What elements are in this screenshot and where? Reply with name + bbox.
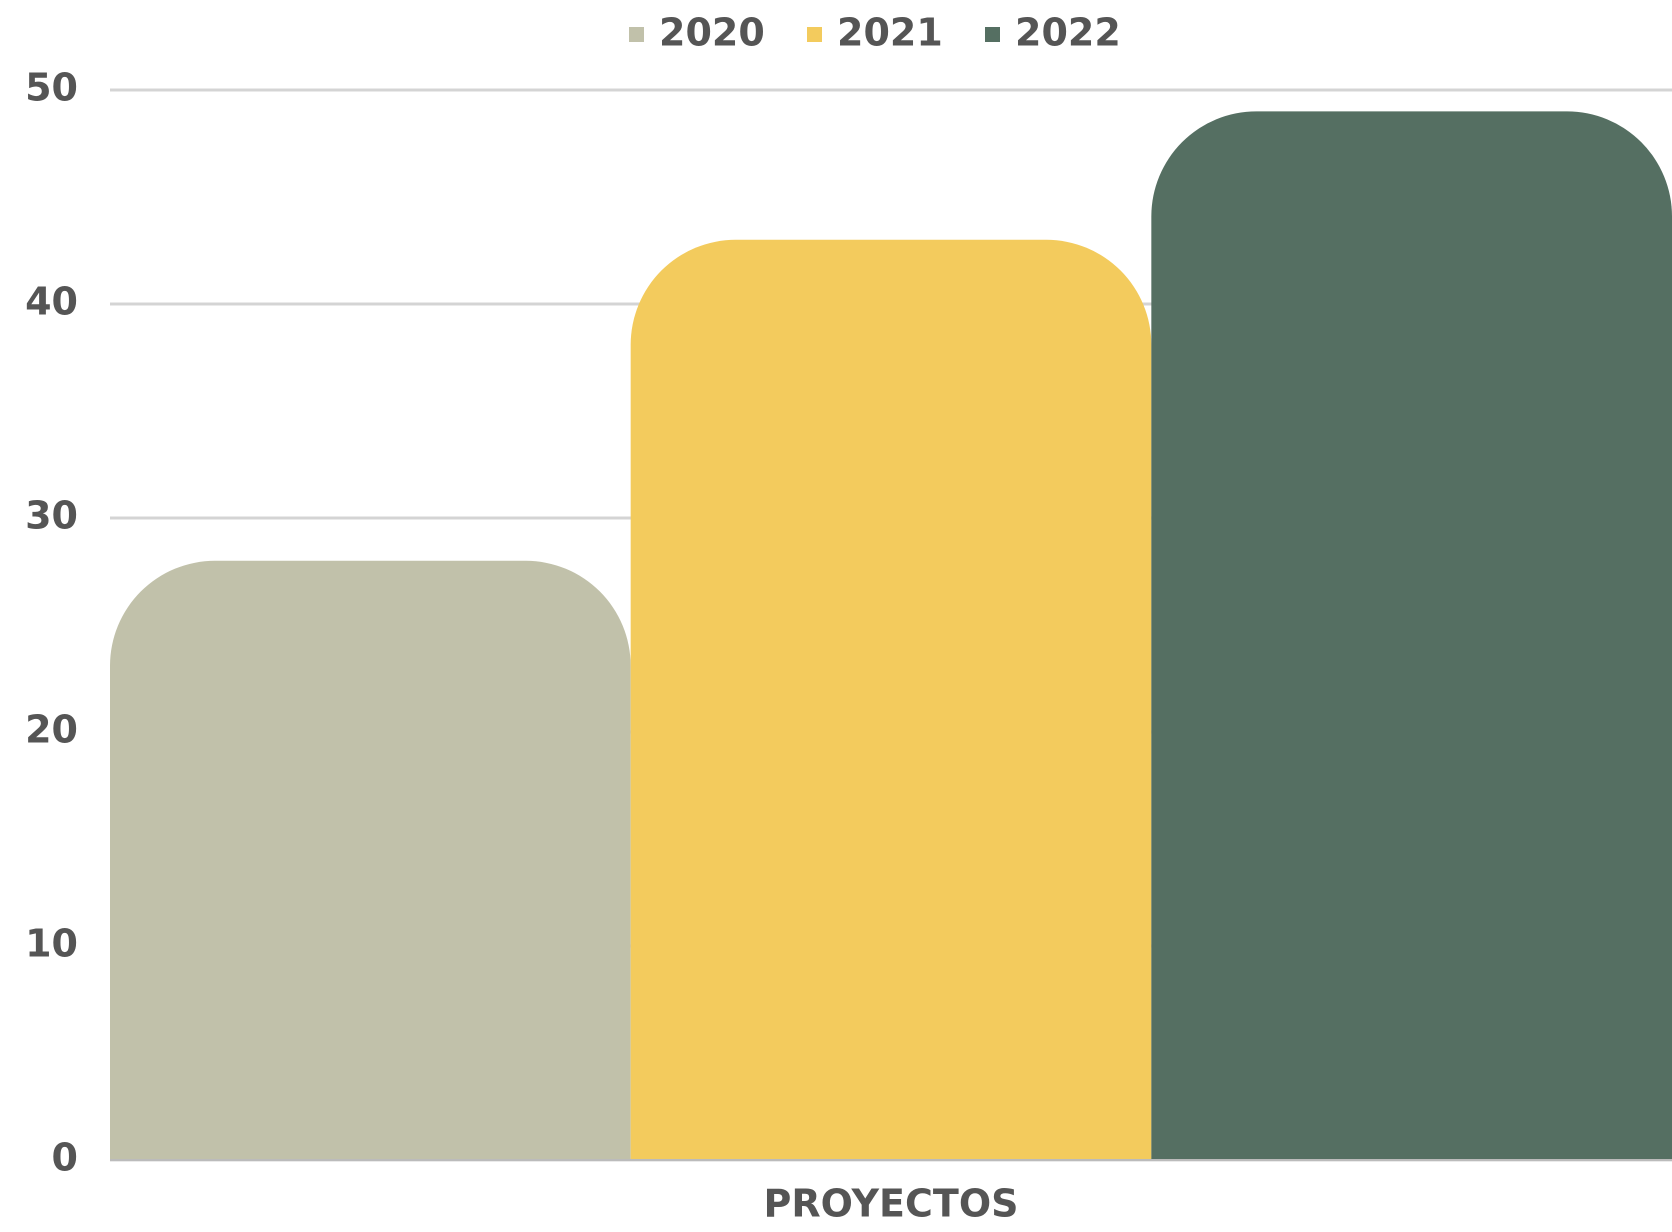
bar: [110, 560, 631, 1160]
y-tick-label: 40: [25, 280, 78, 324]
x-tick-label: PROYECTOS: [763, 1182, 1018, 1226]
legend-label: 2021: [837, 11, 943, 55]
legend-swatch: [985, 27, 1000, 42]
bar: [1151, 111, 1672, 1160]
y-tick-label: 30: [25, 494, 78, 538]
legend-swatch: [629, 27, 644, 42]
y-tick-label: 20: [25, 708, 78, 752]
legend-label: 2022: [1015, 11, 1121, 55]
legend-label: 2020: [659, 11, 765, 55]
y-tick-label: 50: [25, 66, 78, 110]
y-tick-label: 10: [25, 922, 78, 966]
bar: [630, 239, 1152, 1161]
legend-swatch: [807, 27, 822, 42]
y-tick-label: 0: [52, 1136, 78, 1180]
